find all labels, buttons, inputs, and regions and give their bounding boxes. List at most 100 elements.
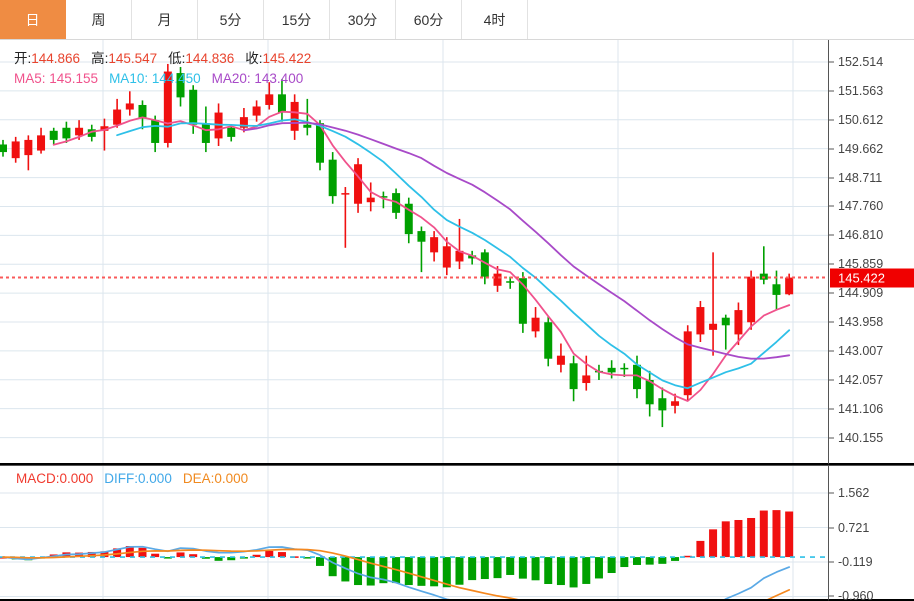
macd-histogram-bar <box>556 557 565 586</box>
candlestick <box>87 124 96 142</box>
tab-0[interactable]: 日 <box>0 0 66 39</box>
candlestick <box>49 127 58 145</box>
macd-histogram-bar <box>582 557 591 584</box>
candlestick <box>569 355 578 402</box>
macd-histogram-bar <box>252 554 261 558</box>
macd-histogram-bar <box>645 557 654 565</box>
macd-histogram-bar <box>506 557 515 575</box>
tab-6[interactable]: 60分 <box>396 0 462 39</box>
axis-tick <box>829 90 834 92</box>
candlestick <box>265 82 274 110</box>
candlestick <box>506 276 515 289</box>
axis-tick <box>829 437 834 439</box>
axis-tick <box>829 408 834 410</box>
macd-histogram-bar <box>544 557 553 584</box>
candlestick <box>442 237 451 276</box>
macd-histogram-bar <box>633 557 641 565</box>
axis-tick <box>829 119 834 121</box>
price-axis-label: 144.909 <box>838 286 884 301</box>
timeframe-tabbar: 日 周 月 5分 15分 30分 60分 4时 <box>0 0 914 40</box>
price-axis-label: 143.007 <box>838 343 884 358</box>
macd-histogram-bar <box>518 557 527 579</box>
candlestick <box>328 152 337 204</box>
tab-3[interactable]: 5分 <box>198 0 264 39</box>
tab-7[interactable]: 4时 <box>462 0 528 39</box>
tab-1[interactable]: 周 <box>66 0 132 39</box>
candlestick <box>138 100 147 130</box>
price-axis-label: 143.958 <box>838 315 884 329</box>
macd-histogram-bar <box>734 519 743 558</box>
macd-axis-label: 1.562 <box>838 486 870 500</box>
price-axis-label: 145.859 <box>838 257 884 272</box>
macd-histogram-bar <box>785 511 794 558</box>
candlestick <box>582 355 591 391</box>
macd-histogram-bar <box>569 557 578 588</box>
macd-histogram-bar <box>696 540 705 558</box>
macd-histogram-bar <box>113 548 122 558</box>
axis-tick <box>829 263 834 265</box>
macd-histogram-bar <box>772 510 781 558</box>
candlestick <box>0 139 7 157</box>
tab-4[interactable]: 15分 <box>264 0 330 39</box>
macd-histogram-bar <box>404 557 413 586</box>
dea-line <box>2 548 791 599</box>
macd-axis-label: -0.960 <box>838 589 874 601</box>
tab-2[interactable]: 月 <box>132 0 198 39</box>
candlestick <box>290 94 299 140</box>
tab-label: 15分 <box>281 11 312 28</box>
macd-plot-area[interactable] <box>0 465 828 601</box>
price-axis-label: 142.057 <box>838 372 884 387</box>
candlestick <box>430 231 439 262</box>
axis-tick <box>829 595 834 597</box>
tab-label: 60分 <box>413 11 444 28</box>
macd-histogram-bar <box>379 557 388 584</box>
tabbar-filler <box>528 0 914 39</box>
macd-histogram-bar <box>341 557 350 582</box>
tab-5[interactable]: 30分 <box>330 0 396 39</box>
macd-axis-label: -0.119 <box>838 554 873 569</box>
macd-histogram-bar <box>214 557 223 561</box>
macd-histogram-bar <box>328 557 337 577</box>
price-axis-label: 140.155 <box>838 430 884 445</box>
macd-histogram-bar <box>455 557 464 585</box>
candlestick <box>252 100 261 122</box>
candlestick <box>518 272 527 333</box>
candlestick <box>658 387 667 428</box>
candlestick <box>303 98 312 136</box>
candlestick <box>277 79 286 122</box>
candlestick <box>24 135 33 171</box>
macd-histogram-bar <box>468 557 477 581</box>
candlestick <box>379 191 388 209</box>
macd-histogram-bar <box>721 521 730 558</box>
price-plot-area[interactable] <box>0 40 828 465</box>
ma10-line <box>116 118 791 390</box>
candlestick <box>227 124 236 142</box>
price-axis-label: 147.760 <box>838 199 884 214</box>
candlestick <box>341 187 350 248</box>
candlestick <box>176 66 185 107</box>
candlestick <box>671 393 680 414</box>
macd-histogram-bar <box>277 552 286 558</box>
ma20-line <box>243 121 791 360</box>
macd-histogram-bar <box>87 551 96 558</box>
macd-histogram-bar <box>125 546 134 558</box>
candlestick <box>544 316 553 367</box>
macd-chart-panel: 1.562 0.721 -0.119 -0.960 MACD:0.000 DIFF:0.… <box>0 465 914 601</box>
axis-tick <box>829 292 834 294</box>
macd-histogram-bar <box>709 529 718 558</box>
macd-histogram-bar <box>747 517 756 558</box>
candlestick <box>468 250 477 265</box>
candlestick <box>759 246 768 285</box>
price-axis: 152.514 151.563 150.612 149.662 148.711 147.7… <box>828 40 914 465</box>
macd-histogram-bar <box>493 557 502 579</box>
axis-tick <box>829 148 834 150</box>
candlestick <box>62 121 71 143</box>
axis-tick <box>829 492 834 494</box>
axis-tick <box>829 177 834 179</box>
price-axis-label: 148.711 <box>838 170 883 185</box>
candlestick <box>354 158 363 213</box>
macd-histogram-bar <box>201 557 210 559</box>
candlestick <box>11 136 20 163</box>
macd-histogram-bar <box>671 557 680 561</box>
macd-axis: 1.562 0.721 -0.119 -0.960 <box>828 465 914 601</box>
